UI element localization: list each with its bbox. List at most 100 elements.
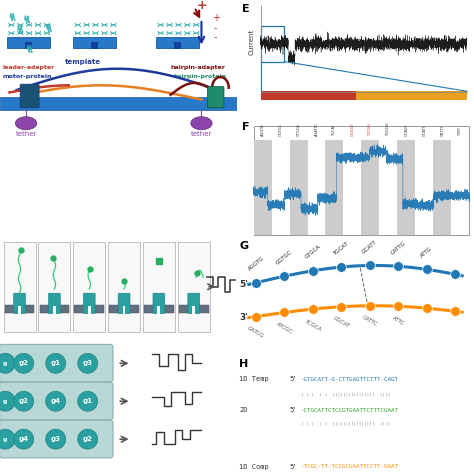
Text: ATCGC: ATCGC bbox=[275, 321, 293, 335]
FancyBboxPatch shape bbox=[379, 140, 397, 235]
Text: hairpin-protein: hairpin-protein bbox=[173, 74, 226, 79]
Text: +: + bbox=[196, 0, 207, 12]
Text: g: g bbox=[3, 399, 8, 404]
Text: g: g bbox=[3, 361, 8, 366]
FancyBboxPatch shape bbox=[174, 42, 181, 49]
Text: -CTGCATTCTCCGTGAATTCTTTCGAAT: -CTGCATTCTCCGTGAATTCTTTCGAAT bbox=[301, 408, 399, 412]
Text: GTGCA: GTGCA bbox=[297, 124, 301, 137]
Text: TGTGG: TGTGG bbox=[368, 124, 373, 137]
FancyBboxPatch shape bbox=[156, 37, 199, 48]
Circle shape bbox=[0, 392, 15, 411]
FancyBboxPatch shape bbox=[40, 305, 69, 313]
FancyBboxPatch shape bbox=[18, 306, 21, 318]
Text: CATTG: CATTG bbox=[390, 240, 407, 255]
FancyBboxPatch shape bbox=[7, 37, 50, 48]
FancyBboxPatch shape bbox=[143, 242, 175, 332]
FancyBboxPatch shape bbox=[53, 306, 56, 318]
Text: TCGCA: TCGCA bbox=[304, 318, 322, 332]
FancyBboxPatch shape bbox=[0, 97, 237, 110]
Text: -GTGCATT-G-CTTGAGTTCTTT-CAGT: -GTGCATT-G-CTTGAGTTCTTT-CAGT bbox=[301, 377, 399, 382]
FancyBboxPatch shape bbox=[108, 242, 140, 332]
Text: g: g bbox=[3, 437, 8, 442]
Text: +: + bbox=[212, 13, 219, 23]
Text: -TCGC-TT-TCCGCGAATTCCTT-GAAT: -TCGC-TT-TCCGCGAATTCCTT-GAAT bbox=[301, 465, 399, 469]
Circle shape bbox=[14, 429, 34, 449]
FancyBboxPatch shape bbox=[118, 293, 130, 314]
Text: GGTGC: GGTGC bbox=[279, 123, 283, 137]
FancyBboxPatch shape bbox=[153, 293, 165, 314]
Text: H: H bbox=[239, 359, 249, 369]
Text: GGTGC: GGTGC bbox=[275, 249, 293, 265]
Text: g4: g4 bbox=[18, 436, 29, 442]
FancyBboxPatch shape bbox=[361, 140, 379, 235]
Ellipse shape bbox=[15, 117, 37, 130]
Text: 5': 5' bbox=[289, 407, 295, 413]
FancyBboxPatch shape bbox=[0, 344, 113, 382]
Text: CATTC: CATTC bbox=[361, 315, 378, 328]
FancyBboxPatch shape bbox=[272, 140, 290, 235]
Text: 2D: 2D bbox=[239, 407, 248, 413]
Text: GTGCA: GTGCA bbox=[304, 244, 322, 260]
FancyBboxPatch shape bbox=[261, 91, 356, 100]
Text: E: E bbox=[242, 4, 249, 14]
Text: g1: g1 bbox=[82, 398, 93, 404]
FancyBboxPatch shape bbox=[192, 306, 195, 318]
Text: tether: tether bbox=[15, 131, 37, 137]
FancyBboxPatch shape bbox=[73, 37, 116, 48]
Circle shape bbox=[46, 354, 65, 374]
Text: 1D Comp: 1D Comp bbox=[239, 464, 269, 470]
FancyBboxPatch shape bbox=[290, 140, 308, 235]
Text: G: G bbox=[239, 241, 248, 251]
FancyBboxPatch shape bbox=[5, 305, 34, 313]
FancyBboxPatch shape bbox=[308, 140, 326, 235]
FancyBboxPatch shape bbox=[178, 242, 210, 332]
Text: GATCG: GATCG bbox=[246, 326, 265, 339]
FancyBboxPatch shape bbox=[254, 140, 272, 235]
Text: ATTG: ATTG bbox=[419, 246, 434, 259]
Circle shape bbox=[0, 354, 15, 374]
Text: 3': 3' bbox=[239, 313, 248, 322]
Text: CNTTY: CNTTY bbox=[440, 125, 444, 137]
FancyBboxPatch shape bbox=[356, 91, 467, 100]
Circle shape bbox=[0, 429, 15, 449]
Text: 5': 5' bbox=[289, 464, 295, 470]
Text: AGGTG: AGGTG bbox=[247, 256, 265, 272]
Text: g2: g2 bbox=[19, 398, 28, 404]
FancyBboxPatch shape bbox=[326, 140, 344, 235]
FancyBboxPatch shape bbox=[20, 84, 39, 108]
Text: -: - bbox=[214, 23, 218, 33]
Text: AGATTC: AGATTC bbox=[314, 122, 319, 137]
Text: GCATT: GCATT bbox=[422, 125, 426, 137]
Text: | | |  | |  ||||||||||||||||  ||||: | | | | | |||||||||||||||| |||| bbox=[301, 421, 390, 425]
FancyBboxPatch shape bbox=[188, 293, 200, 314]
FancyBboxPatch shape bbox=[38, 242, 71, 332]
Circle shape bbox=[14, 392, 34, 411]
Circle shape bbox=[46, 392, 65, 411]
FancyBboxPatch shape bbox=[433, 140, 451, 235]
FancyBboxPatch shape bbox=[208, 87, 224, 108]
FancyBboxPatch shape bbox=[179, 305, 209, 313]
Ellipse shape bbox=[191, 117, 212, 130]
Text: leader-adapter: leader-adapter bbox=[2, 65, 55, 70]
Text: 1D Temp: 1D Temp bbox=[239, 376, 269, 382]
FancyBboxPatch shape bbox=[91, 42, 98, 49]
Text: TGCAT: TGCAT bbox=[332, 124, 337, 137]
Text: template: template bbox=[65, 59, 101, 65]
FancyBboxPatch shape bbox=[123, 306, 126, 318]
Text: g3: g3 bbox=[82, 360, 93, 366]
Circle shape bbox=[46, 429, 65, 449]
Circle shape bbox=[78, 429, 98, 449]
Text: -: - bbox=[214, 32, 218, 42]
FancyBboxPatch shape bbox=[344, 140, 361, 235]
Text: AGGTB: AGGTB bbox=[261, 124, 264, 137]
Text: g2: g2 bbox=[19, 360, 28, 366]
FancyBboxPatch shape bbox=[14, 293, 26, 314]
FancyBboxPatch shape bbox=[83, 293, 95, 314]
FancyBboxPatch shape bbox=[157, 306, 160, 318]
Text: GGGGT: GGGGT bbox=[350, 123, 355, 137]
Text: TGCAT: TGCAT bbox=[333, 241, 350, 256]
Circle shape bbox=[78, 392, 98, 411]
Text: GCAGT: GCAGT bbox=[404, 124, 409, 137]
Text: ATTC: ATTC bbox=[391, 315, 405, 326]
FancyBboxPatch shape bbox=[0, 382, 113, 420]
